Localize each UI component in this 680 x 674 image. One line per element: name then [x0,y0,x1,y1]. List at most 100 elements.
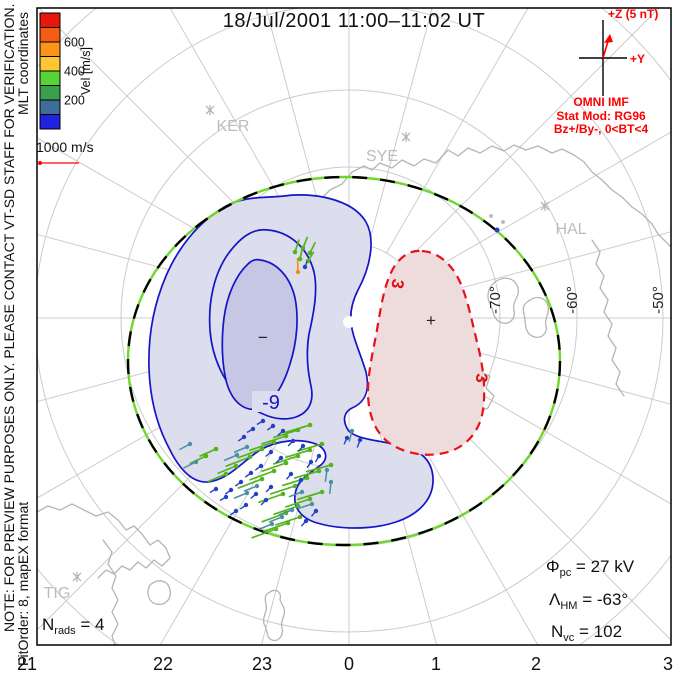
imf-y-label: +Y [630,52,645,66]
station-marker-core [208,108,212,112]
mlt-spoke [401,8,660,266]
radar-station-marker [72,572,82,582]
vector-tail [237,436,245,442]
vector-tail [239,504,247,510]
imf-vector-arrowhead [604,34,613,43]
station-marker-core [404,135,408,139]
vector-tail [251,528,277,539]
velocity-vectors [179,214,505,539]
vector-tail [273,455,299,465]
vector-tail [304,261,308,268]
radar-station-label: TIG [44,585,71,602]
vector-tail [328,481,332,495]
mlt-spoke [260,390,331,645]
positive-cell-contour [366,249,486,456]
colorbar-segment [39,70,61,86]
colorbar-tick-label: 600 [64,36,85,50]
hmb-black-dashes [126,175,562,547]
vector-tail [233,492,248,499]
vector-tail [254,465,262,471]
vector-tail [300,520,307,527]
colorbar-segment [39,114,61,130]
mlt-axis-label: 1 [431,654,441,674]
vector-tail [244,472,252,478]
mlt-axis-label: 2 [531,654,541,674]
latitude-label: -50° [650,286,667,314]
vector-tail [306,461,312,469]
mlt-axis-label: 0 [344,654,354,674]
vector-tail [287,440,294,447]
vector-tail [260,499,267,506]
mlt-spoke [367,8,433,246]
mlt-axis-label: 22 [153,654,173,674]
data-point-dot [494,227,500,233]
colorbar-segment [39,41,61,57]
vector-tail [183,461,197,469]
vector-tail [296,491,323,501]
reference-vector: 1000 m/s [36,139,94,165]
vector-tail [249,470,275,481]
imf-dial: +Z (5 nT) +Y OMNI IMF Stat Mod: RG96 Bz+… [554,7,659,136]
negative-cell-middle-contour [208,228,317,420]
radar-station-label: KER [217,118,250,135]
colorbar-segment [39,56,61,72]
new-zealand [262,589,286,642]
heppner-maynard-boundary [126,175,562,547]
ice-shelf-island-2 [522,296,550,338]
negative-cell-inner-contour [221,258,298,411]
vector-tail [217,465,237,475]
vector-tail [250,493,257,500]
data-point-dot [501,220,505,224]
magnetic-pole-dot [343,316,355,328]
vector-tail [307,251,315,262]
negative-extremum-mark: − [258,328,268,347]
vector-tail [179,443,191,451]
vector-tail [249,441,275,452]
vector-tail [298,503,313,510]
neg-label-backing [252,391,292,412]
radar-station-marker [401,132,411,142]
vector-tail [233,446,248,453]
preview-note: NOTE: FOR PREVIEW PURPOSES ONLY. PLEASE … [1,3,17,632]
imf-source-label: OMNI IMF [573,95,628,109]
ice-shelf-island-1 [487,277,519,324]
colorbar-segment [39,12,61,28]
vector-tail [296,479,302,487]
fit-order-note: FitOrder: 8, mapEX format [15,502,31,666]
n-vectors-stat: Nvc = 102 [551,622,622,644]
radar-station-label: SYE [366,148,398,165]
positive-convection-cell [366,249,486,456]
vector-tail [285,498,311,508]
positive-contour-label-2: 3 [472,373,491,382]
mlt-axis: 21 22 23 0 1 2 3 [17,654,673,674]
positive-extremum-mark: + [426,311,436,330]
mlt-spoke [421,336,671,405]
vector-tail [299,249,303,260]
vector-tail [199,448,217,458]
radar-station-marker [205,105,215,115]
coast-meridian-line [102,539,119,645]
mlt-coordinates-note: MLT coordinates [15,12,31,115]
vector-tail [324,469,328,482]
vector-tail [314,455,320,463]
vector-tail [270,485,296,495]
vector-tail [309,241,317,254]
negative-convection-cell [148,194,434,529]
vector-tail [305,464,332,473]
vector-tail [237,478,263,490]
plot-title: 18/Jul/2001 11:00–11:02 UT [223,10,485,32]
imf-z-label: +Z (5 nT) [608,7,658,21]
vector-tail [343,437,348,445]
vector-tail [293,470,320,479]
mlt-spoke [386,8,529,254]
n-radars-stat: Nrads = 4 [42,615,105,637]
coast-right-descent [591,239,625,397]
vector-tail [275,457,282,464]
contour-labels: -9 3 3 − + [252,278,491,414]
vector-tail [268,516,283,523]
vector-tail [258,523,273,530]
vector-tail [294,239,300,253]
vector-tail [243,485,258,492]
vector-tail [278,509,293,516]
colorbar-tick-label: 400 [64,65,85,79]
